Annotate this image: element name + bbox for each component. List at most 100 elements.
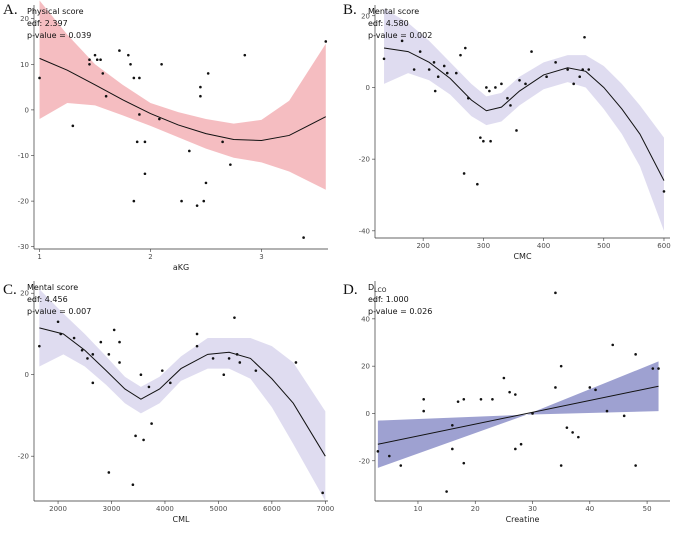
- x-tick-label: 1: [37, 253, 41, 261]
- p-value-label: p-value = 0.039: [27, 31, 91, 40]
- edf-label: edf: 4.580: [368, 19, 409, 28]
- data-point: [388, 454, 391, 458]
- data-point: [202, 199, 206, 203]
- data-point: [451, 424, 454, 427]
- data-point: [294, 361, 298, 364]
- data-point: [199, 85, 202, 89]
- chart-title: Physical score: [27, 7, 84, 16]
- chart-title: Mental score: [27, 283, 78, 292]
- data-point: [433, 89, 437, 93]
- edf-label: edf: 1.000: [368, 295, 409, 304]
- data-point: [519, 442, 523, 446]
- y-tick-label: 40: [361, 315, 370, 323]
- data-point: [86, 357, 89, 360]
- data-point: [502, 376, 506, 380]
- data-point: [95, 58, 99, 62]
- data-point: [559, 464, 563, 467]
- data-point: [605, 409, 609, 413]
- chart-mental-CML: 2000 3000 4000 5000 6000 7000 20 0 -20 CML Mental …: [18, 281, 334, 524]
- confidence-band: [39, 289, 326, 501]
- confidence-band: [39, 0, 326, 190]
- data-point: [508, 390, 511, 394]
- data-point: [464, 46, 467, 50]
- data-point: [135, 140, 139, 144]
- data-point: [206, 72, 210, 75]
- data-point: [38, 76, 41, 80]
- y-tick-label: 20: [361, 363, 370, 371]
- data-point: [554, 291, 557, 295]
- edf-label: edf: 2.397: [27, 19, 68, 28]
- chart-physical-aKG: 1 2 3 20 10 0 -10 -20 -30 aKG Physical score edf: 2…: [18, 0, 328, 272]
- data-point: [436, 75, 440, 78]
- data-point: [531, 412, 534, 415]
- chart-title: DLCO: [368, 283, 387, 294]
- data-point: [376, 450, 380, 453]
- data-point: [104, 94, 108, 98]
- data-point: [587, 68, 591, 71]
- y-tick-label: -40: [359, 227, 370, 235]
- data-point: [88, 58, 91, 62]
- data-point: [530, 50, 533, 53]
- data-point: [491, 397, 494, 401]
- x-tick-label: 20: [471, 505, 480, 513]
- data-point: [524, 82, 527, 86]
- x-tick-label: 2: [148, 253, 152, 261]
- x-tick-label: 500: [597, 242, 610, 250]
- data-point: [38, 344, 41, 348]
- panel-letter-b: B.: [343, 2, 357, 18]
- data-point: [554, 61, 557, 64]
- confidence-band: [384, 8, 664, 231]
- data-point: [514, 393, 517, 396]
- x-tick-label: 400: [537, 242, 550, 250]
- data-point: [571, 431, 574, 434]
- data-point: [514, 447, 517, 451]
- data-point: [662, 190, 666, 193]
- x-tick-label: 3000: [103, 505, 121, 513]
- data-point: [71, 124, 75, 128]
- data-point: [143, 172, 147, 176]
- data-point: [657, 367, 660, 370]
- edf-label: edf: 4.456: [27, 295, 68, 304]
- data-point: [143, 140, 147, 144]
- p-value-label: p-value = 0.007: [27, 307, 91, 316]
- x-tick-label: 6000: [263, 505, 281, 513]
- data-point: [479, 136, 482, 139]
- data-point: [427, 68, 431, 71]
- data-point: [131, 483, 135, 487]
- data-point: [445, 490, 448, 493]
- panel-letter-d: D.: [343, 282, 358, 298]
- y-tick-label: 20: [20, 15, 29, 23]
- data-point: [227, 357, 231, 360]
- data-point: [509, 104, 512, 107]
- data-point: [462, 461, 466, 465]
- data-point: [59, 332, 63, 336]
- x-tick-label: 300: [477, 242, 490, 250]
- data-point: [211, 357, 215, 360]
- data-point: [459, 53, 462, 57]
- data-point: [399, 464, 403, 467]
- data-point: [554, 386, 557, 389]
- data-point: [302, 236, 305, 239]
- data-point: [400, 39, 404, 43]
- fit-line: [383, 47, 665, 181]
- data-point: [254, 369, 258, 372]
- data-point: [476, 182, 479, 186]
- x-tick-label: 7000: [316, 505, 334, 513]
- panel-letter-c: C.: [3, 282, 17, 298]
- x-axis-label: aKG: [173, 263, 189, 272]
- y-tick-label: -20: [359, 156, 370, 164]
- x-axis-label: Creatine: [506, 515, 540, 524]
- confidence-band: [377, 361, 659, 468]
- x-tick-label: 5000: [210, 505, 228, 513]
- data-point: [634, 353, 637, 356]
- data-point: [118, 361, 121, 364]
- data-point: [221, 140, 224, 144]
- data-point: [132, 76, 136, 80]
- data-point: [139, 373, 143, 377]
- fit-line: [39, 57, 327, 141]
- data-point: [235, 353, 239, 356]
- data-point: [445, 71, 449, 75]
- data-point: [118, 340, 121, 344]
- data-point: [594, 388, 597, 392]
